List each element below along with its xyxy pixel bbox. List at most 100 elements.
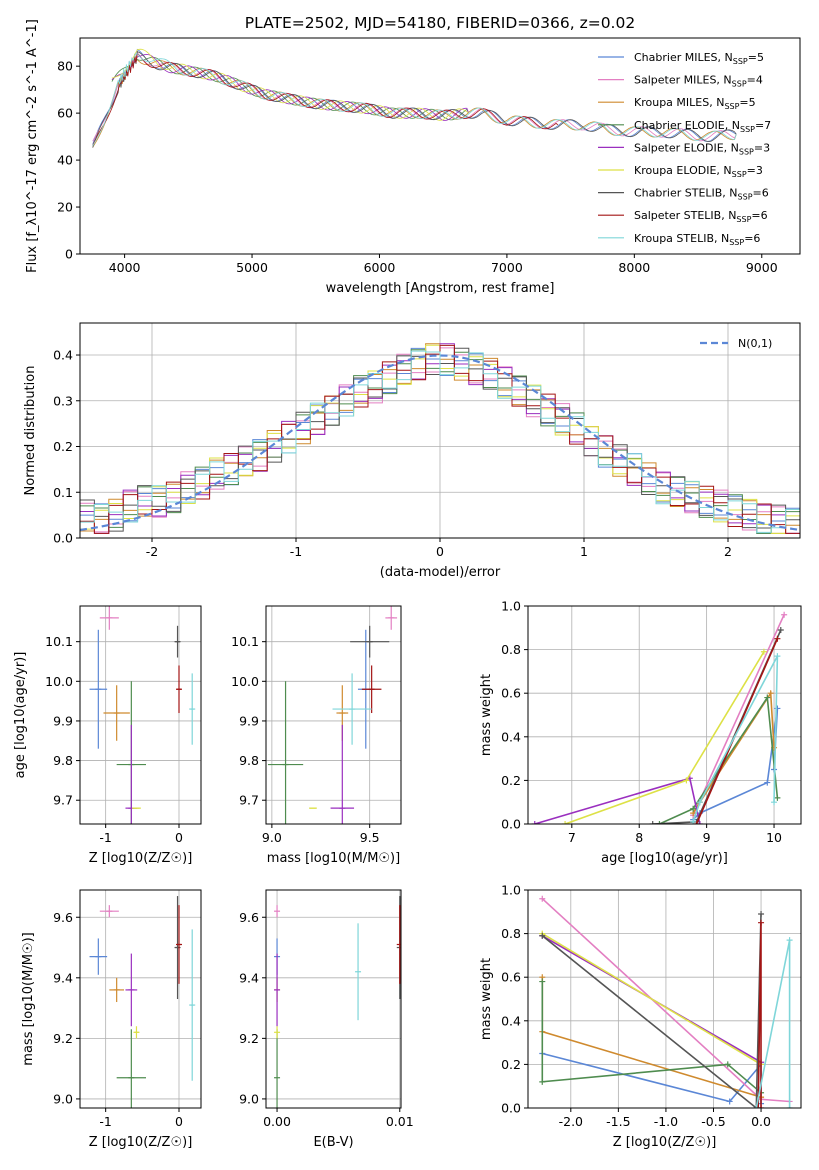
y-tick-label: 1.0 <box>501 883 521 898</box>
x-tick-label: 7 <box>568 830 576 845</box>
y-tick-label: 80 <box>57 59 73 74</box>
x-tick-label: 2 <box>724 544 732 559</box>
point-marker <box>539 932 546 939</box>
plot-area <box>89 896 196 1108</box>
y-tick-label: 9.9 <box>53 713 73 728</box>
series-line <box>659 695 779 824</box>
y-tick-label: 0.2 <box>53 439 73 454</box>
x-tick-label: 0.00 <box>263 1114 291 1129</box>
y-tick-label: 10.0 <box>45 674 73 689</box>
panel-mass-vs-ebv: 0.00 0.01 9.0 9.2 9.4 9.6 E(B-V) <box>239 889 414 1150</box>
y-tick-label: 9.0 <box>53 1091 73 1106</box>
series-line <box>692 655 779 823</box>
x-axis-label: E(B-V) <box>313 1135 353 1150</box>
x-tick-label: -1 <box>99 830 111 845</box>
series-line <box>92 51 737 148</box>
y-axis-label: Flux [f_λ10^-17 erg cm^-2 s^-1 A^-1] <box>25 19 40 273</box>
legend-label: Kroupa ELODIE, NSSP=3 <box>634 164 763 179</box>
point-marker <box>696 799 703 806</box>
x-tick-label: 9.5 <box>360 830 380 845</box>
y-tick-label: 0.4 <box>501 729 521 744</box>
y-tick-label: 0.2 <box>501 1057 521 1072</box>
y-tick-label: 9.7 <box>239 793 259 808</box>
point-marker <box>758 919 765 926</box>
point-marker <box>774 653 781 660</box>
plot-area <box>539 895 793 1108</box>
y-tick-label: 0.8 <box>501 642 521 657</box>
legend-label: Salpeter STELIB, NSSP=6 <box>634 209 768 224</box>
x-tick-label: 9000 <box>746 260 778 275</box>
x-axis-label: Z [log10(Z/Z☉)] <box>89 851 193 866</box>
y-tick-label: 0.0 <box>501 817 521 832</box>
y-tick-label: 9.6 <box>239 910 259 925</box>
y-tick-label: 10.0 <box>231 674 259 689</box>
series-line <box>92 53 737 147</box>
legend-label: Chabrier ELODIE, NSSP=7 <box>634 119 771 134</box>
y-tick-label: 0.4 <box>53 348 73 363</box>
y-tick-label: 0.6 <box>501 970 521 985</box>
legend-label: Kroupa STELIB, NSSP=6 <box>634 232 760 247</box>
point-marker <box>753 1105 760 1108</box>
point-marker <box>656 821 663 824</box>
series-line <box>652 629 782 824</box>
legend-label: Chabrier MILES, NSSP=5 <box>634 51 764 66</box>
point-marker <box>531 821 538 824</box>
y-tick-label: 0.6 <box>501 686 521 701</box>
point-marker <box>562 821 569 824</box>
x-tick-label: 0.01 <box>386 1114 414 1129</box>
x-tick-label: -1 <box>99 1114 111 1129</box>
legend-label: Salpeter MILES, NSSP=4 <box>634 74 763 89</box>
plot-area <box>267 606 398 824</box>
point-marker <box>777 626 784 633</box>
series-line <box>111 54 470 121</box>
axes-frame <box>265 605 402 825</box>
x-tick-label: 0 <box>175 830 183 845</box>
legend: N(0,1) <box>700 337 772 350</box>
series-line <box>692 690 775 814</box>
point-marker <box>758 910 765 917</box>
point-marker <box>696 821 703 824</box>
point-marker <box>786 937 793 944</box>
y-axis-label: mass weight <box>479 958 494 1040</box>
y-tick-label: 9.6 <box>53 910 73 925</box>
x-axis-label: Z [log10(Z/Z☉)] <box>89 1135 193 1150</box>
x-tick-label: 7000 <box>491 260 523 275</box>
y-tick-label: 0.0 <box>501 1101 521 1116</box>
x-tick-label: 6000 <box>364 260 396 275</box>
x-axis-label: age [log10(age/yr)] <box>601 851 728 866</box>
plot-area <box>531 611 788 824</box>
x-axis-label: mass [log10(M/M☉)] <box>267 851 400 866</box>
point-marker <box>774 635 781 642</box>
point-marker <box>764 779 771 786</box>
point-marker <box>539 1078 546 1085</box>
point-marker <box>767 690 774 697</box>
y-tick-label: 9.4 <box>53 970 73 985</box>
y-tick-label: 9.9 <box>239 713 259 728</box>
x-tick-label: -1 <box>290 544 302 559</box>
axes-frame <box>265 889 402 1109</box>
y-tick-label: 9.0 <box>239 1091 259 1106</box>
panel-spectrum: 4000 5000 6000 7000 8000 9000 0 20 40 60 80 wavelen… <box>25 19 801 296</box>
series-line <box>92 52 559 146</box>
x-tick-label: 8000 <box>618 260 650 275</box>
series-line <box>541 932 762 1066</box>
x-tick-label: 4000 <box>109 260 141 275</box>
point-marker <box>539 895 546 902</box>
point-marker <box>786 1105 793 1108</box>
point-marker <box>771 799 778 806</box>
x-tick-label: -1.0 <box>654 1114 678 1129</box>
point-marker <box>764 694 771 701</box>
point-marker <box>649 821 656 824</box>
panel-weight-vs-age: 7 8 9 10 0.0 0.2 0.4 0.6 0.8 1.0 age [log10(age/yr… <box>479 599 802 866</box>
x-tick-label: 5000 <box>236 260 268 275</box>
y-tick-label: 10.1 <box>231 634 259 649</box>
x-axis-label: wavelength [Angstrom, rest frame] <box>326 281 555 296</box>
y-tick-label: 0.2 <box>501 773 521 788</box>
histogram-salpeter-stelib <box>80 344 800 534</box>
x-tick-label: 0.0 <box>751 1114 771 1129</box>
x-tick-label: -2.0 <box>559 1114 583 1129</box>
legend-label: Kroupa MILES, NSSP=5 <box>634 96 756 111</box>
point-marker <box>760 648 767 655</box>
point-marker <box>539 978 546 985</box>
